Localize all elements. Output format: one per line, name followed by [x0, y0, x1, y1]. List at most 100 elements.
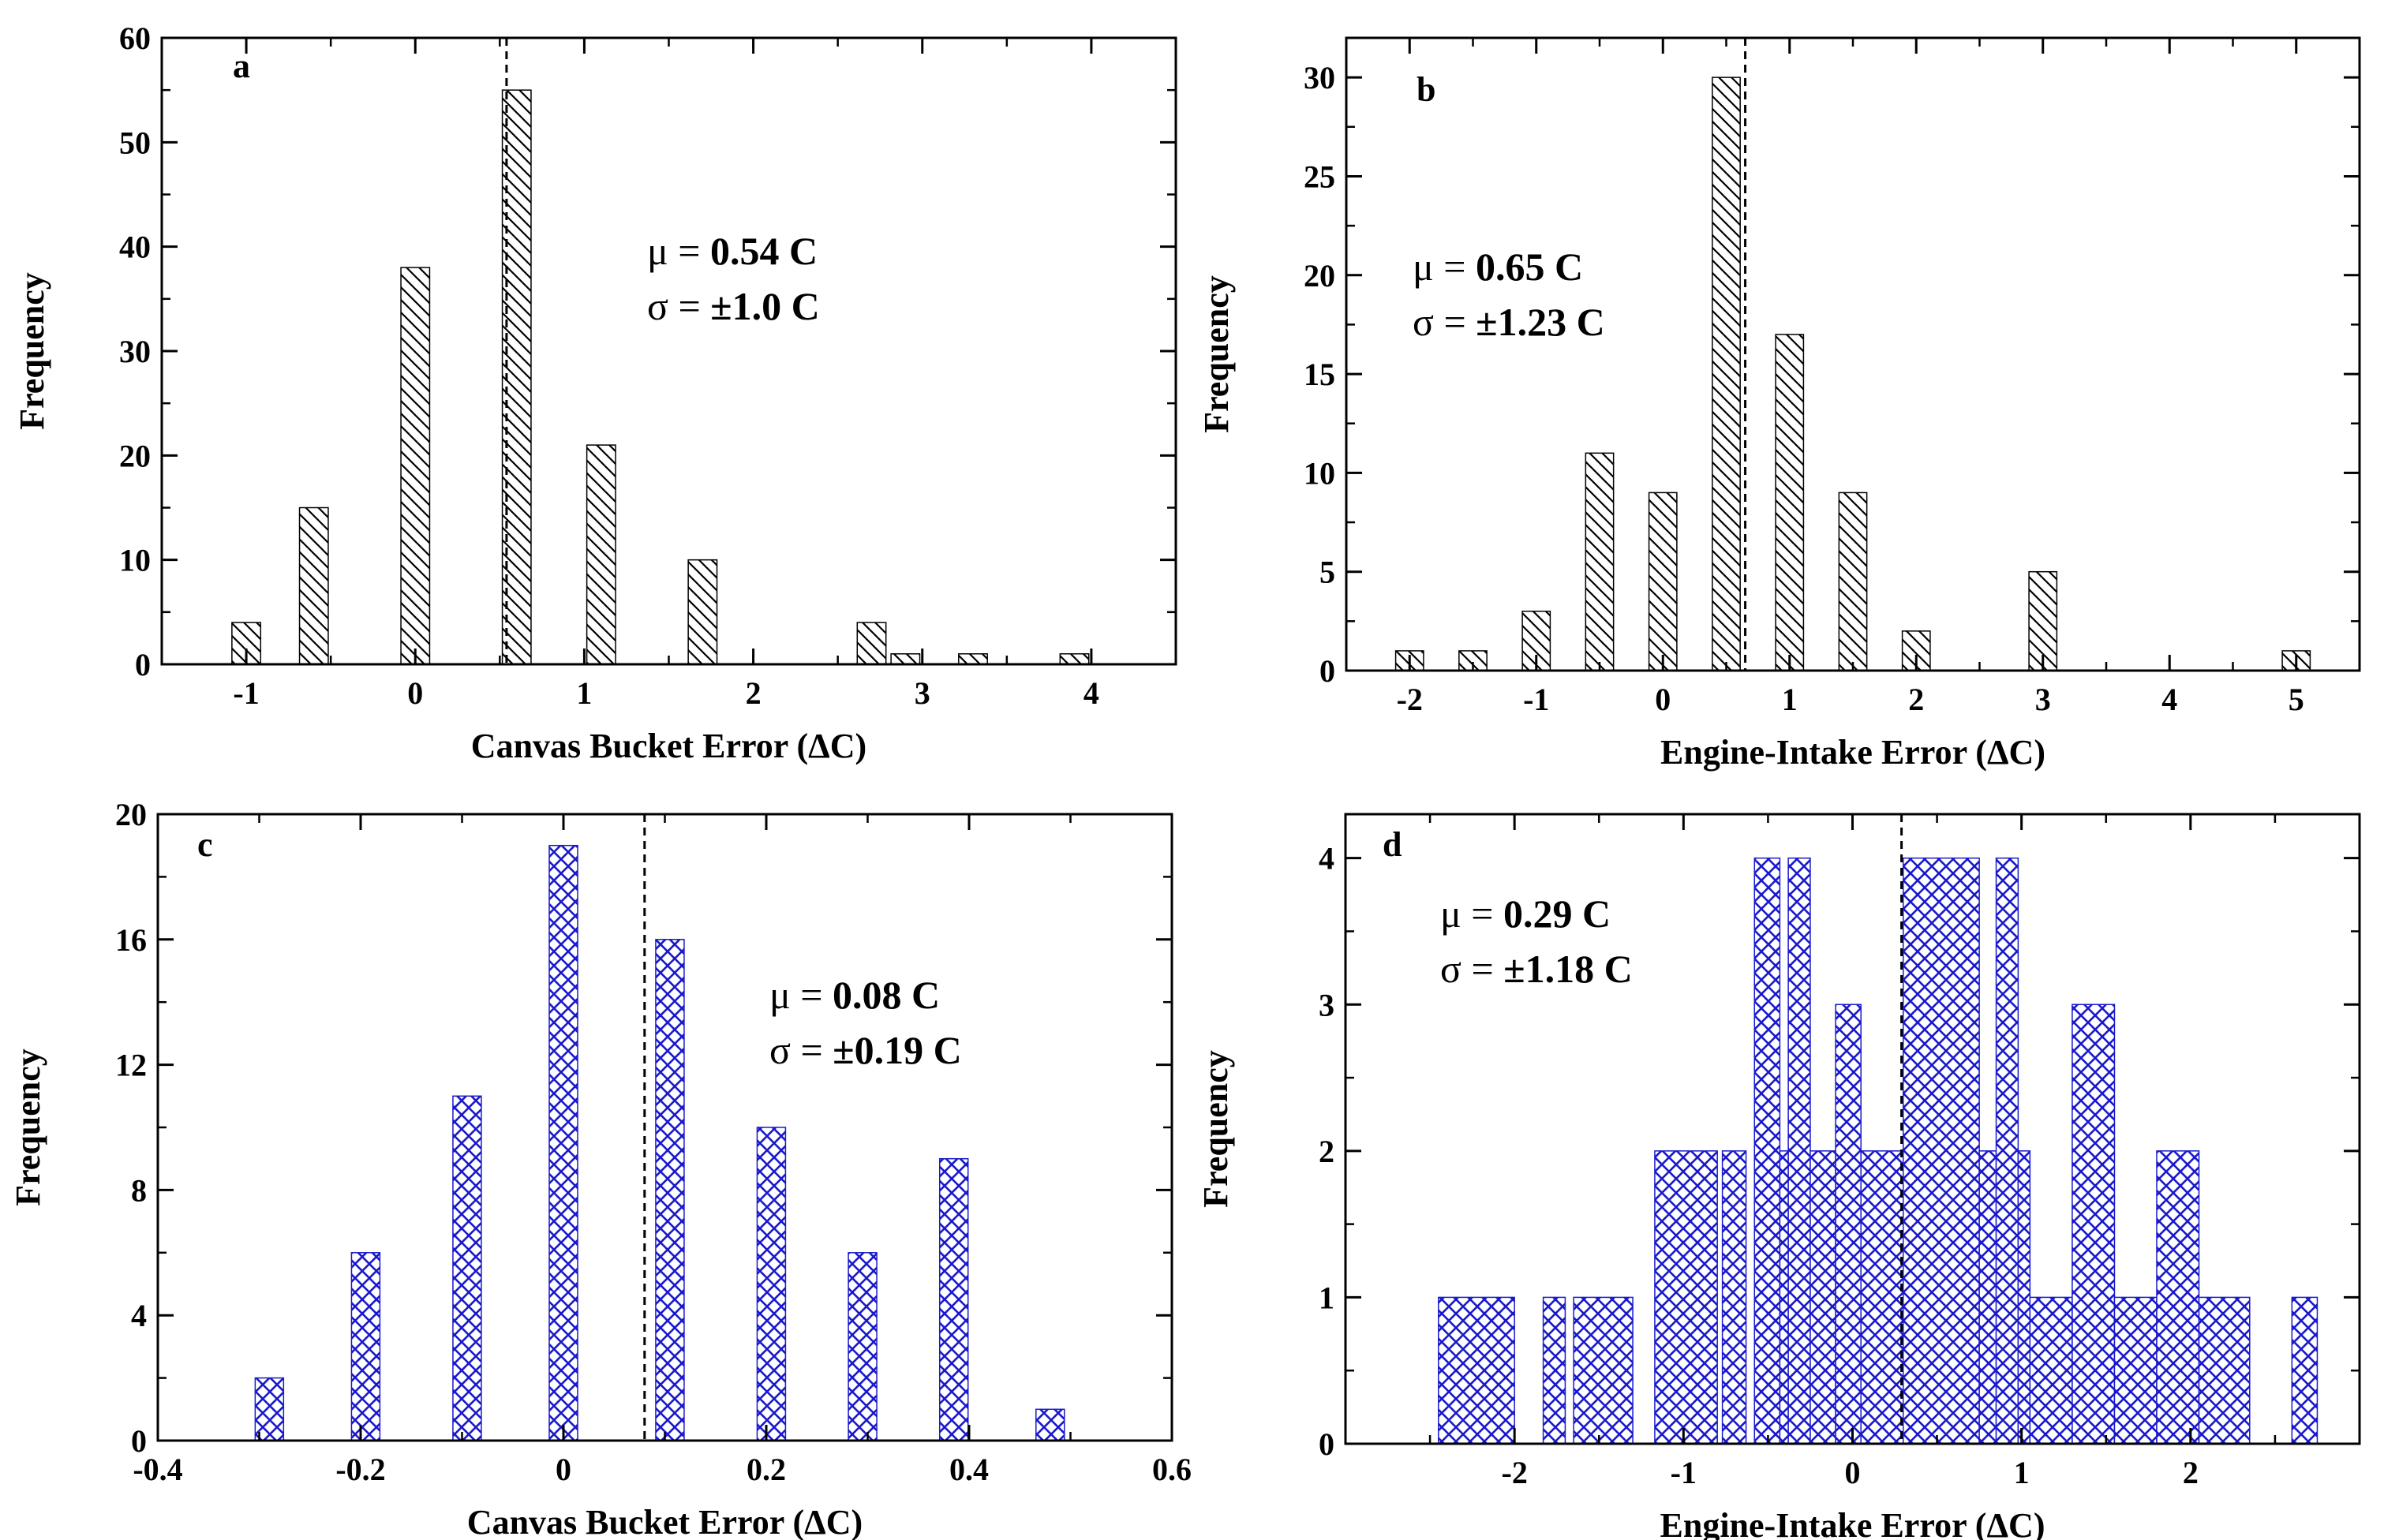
x-tick-label: 0.2 [747, 1452, 786, 1487]
panel-c: -0.4 -0.2 0 0.2 0.4 0.6 0 4 8 12 16 20 c Canvas Buc… [9, 797, 1192, 1540]
panel-label-c: c [197, 825, 213, 864]
sigma-value: ±1.23 C [1476, 300, 1605, 344]
mu-value: 0.65 C [1476, 245, 1583, 289]
x-axis-label-panel-b: Engine-Intake Error (ΔC) [1660, 733, 2045, 772]
bar-d-7 [1787, 857, 1811, 1445]
bar-d-9 [1835, 1004, 1862, 1445]
y-axis-label-panel-b: Frequency [1197, 275, 1236, 433]
bar-a-5 [687, 559, 718, 665]
x-tick-label: 2 [746, 675, 762, 711]
x-tick-label: 5 [2289, 682, 2304, 717]
sigma-annotation-panel-d: σ = ±1.18 C [1440, 947, 1633, 991]
x-tick-label: -1 [1671, 1455, 1697, 1490]
mu-label: μ = [647, 229, 710, 273]
x-tick-label: 2 [1908, 682, 1924, 717]
bar-d-14 [2017, 1150, 2031, 1445]
y-tick-label: 0 [135, 647, 151, 682]
bar-d-1 [1542, 1296, 1566, 1445]
ticks-panel-c: -0.4 -0.2 0 0.2 0.4 0.6 0 4 8 12 16 20 [115, 797, 1192, 1487]
bar-d-2 [1573, 1296, 1634, 1445]
mu-label: μ = [1413, 245, 1476, 289]
x-axis-label-panel-d: Engine-Intake Error (ΔC) [1660, 1506, 2045, 1540]
x-tick-label: 0 [1845, 1455, 1861, 1490]
y-tick-label: 15 [1304, 357, 1335, 392]
mu-value: 0.08 C [833, 973, 940, 1017]
x-tick-label: -0.4 [133, 1452, 182, 1487]
bar-b-6 [1775, 334, 1805, 671]
y-tick-label: 0 [1319, 653, 1335, 689]
x-tick-label: 3 [2035, 682, 2051, 717]
bar-d-19 [2198, 1296, 2251, 1445]
panel-label-a: a [233, 47, 250, 85]
mu-label: μ = [769, 973, 833, 1017]
y-axis-label-panel-d: Frequency [1196, 1050, 1235, 1208]
bars-panel-c [254, 844, 1065, 1441]
bar-d-0 [1438, 1296, 1515, 1445]
ticks-panel-b: -2 -1 0 1 2 3 4 5 0 5 10 15 20 25 30 [1304, 38, 2361, 717]
x-tick-label: -1 [1523, 682, 1549, 717]
mu-label: μ = [1440, 891, 1503, 936]
y-tick-label: 5 [1319, 555, 1335, 590]
x-tick-label: 0.4 [949, 1452, 989, 1487]
bar-d-17 [2113, 1296, 2158, 1445]
y-tick-label: 20 [119, 438, 151, 473]
mu-value: 0.29 C [1503, 891, 1611, 936]
y-tick-label: 10 [1304, 455, 1335, 491]
ticks-panel-d: -2 -1 0 1 2 0 1 2 3 4 [1319, 814, 2361, 1490]
sigma-label: σ = [769, 1028, 833, 1072]
mean-annotation-panel-d: μ = 0.29 C [1440, 891, 1611, 936]
y-tick-label: 60 [119, 21, 151, 56]
y-tick-label: 12 [115, 1048, 147, 1083]
bar-d-11 [1903, 857, 1980, 1445]
sigma-label: σ = [1440, 947, 1503, 991]
sigma-value: ±1.18 C [1503, 947, 1633, 991]
y-tick-label: 3 [1319, 987, 1334, 1022]
y-tick-label: 50 [119, 125, 151, 160]
bar-d-20 [2291, 1296, 2319, 1445]
bar-d-13 [1995, 857, 2019, 1445]
y-tick-label: 20 [115, 797, 147, 832]
bar-c-3 [548, 844, 578, 1441]
y-axis-label-panel-a: Frequency [13, 272, 51, 430]
x-tick-label: 3 [915, 675, 930, 711]
bar-d-18 [2156, 1150, 2200, 1445]
sigma-value: ±0.19 C [833, 1028, 962, 1072]
bar-c-7 [938, 1157, 969, 1441]
sigma-value: ±1.0 C [710, 284, 820, 328]
bar-b-4 [1648, 492, 1678, 671]
bar-a-2 [400, 267, 431, 665]
x-tick-label: 0.6 [1152, 1452, 1192, 1487]
bar-d-4 [1721, 1150, 1747, 1445]
bar-a-1 [298, 506, 329, 665]
bar-c-0 [254, 1377, 285, 1441]
bar-c-5 [756, 1127, 787, 1441]
bar-d-8 [1810, 1150, 1836, 1445]
y-axis-label-panel-c: Frequency [9, 1048, 47, 1206]
bar-d-3 [1654, 1150, 1718, 1445]
bar-c-1 [350, 1252, 381, 1441]
y-tick-label: 0 [1319, 1426, 1334, 1462]
y-tick-label: 16 [115, 922, 147, 958]
bar-b-3 [1585, 452, 1615, 671]
x-tick-label: 4 [2161, 682, 2177, 717]
mean-annotation-panel-b: μ = 0.65 C [1413, 245, 1583, 289]
bar-d-12 [1978, 1150, 1997, 1445]
y-tick-label: 10 [119, 543, 151, 578]
x-axis-label-panel-c: Canvas Bucket Error (ΔC) [467, 1503, 863, 1540]
bar-d-10 [1860, 1150, 1904, 1445]
x-tick-label: -0.2 [335, 1452, 385, 1487]
sigma-annotation-panel-a: σ = ±1.0 C [647, 284, 820, 328]
x-tick-label: -1 [233, 675, 259, 711]
bar-a-7 [890, 653, 921, 665]
x-tick-label: 0 [556, 1452, 571, 1487]
bar-c-8 [1035, 1408, 1065, 1441]
y-tick-label: 40 [119, 230, 151, 265]
bar-a-6 [856, 622, 887, 665]
bar-a-8 [958, 653, 988, 665]
bar-d-16 [2071, 1004, 2116, 1445]
bar-d-15 [2029, 1296, 2073, 1445]
bar-b-9 [2028, 570, 2058, 671]
bars-panel-b [1394, 77, 2311, 671]
